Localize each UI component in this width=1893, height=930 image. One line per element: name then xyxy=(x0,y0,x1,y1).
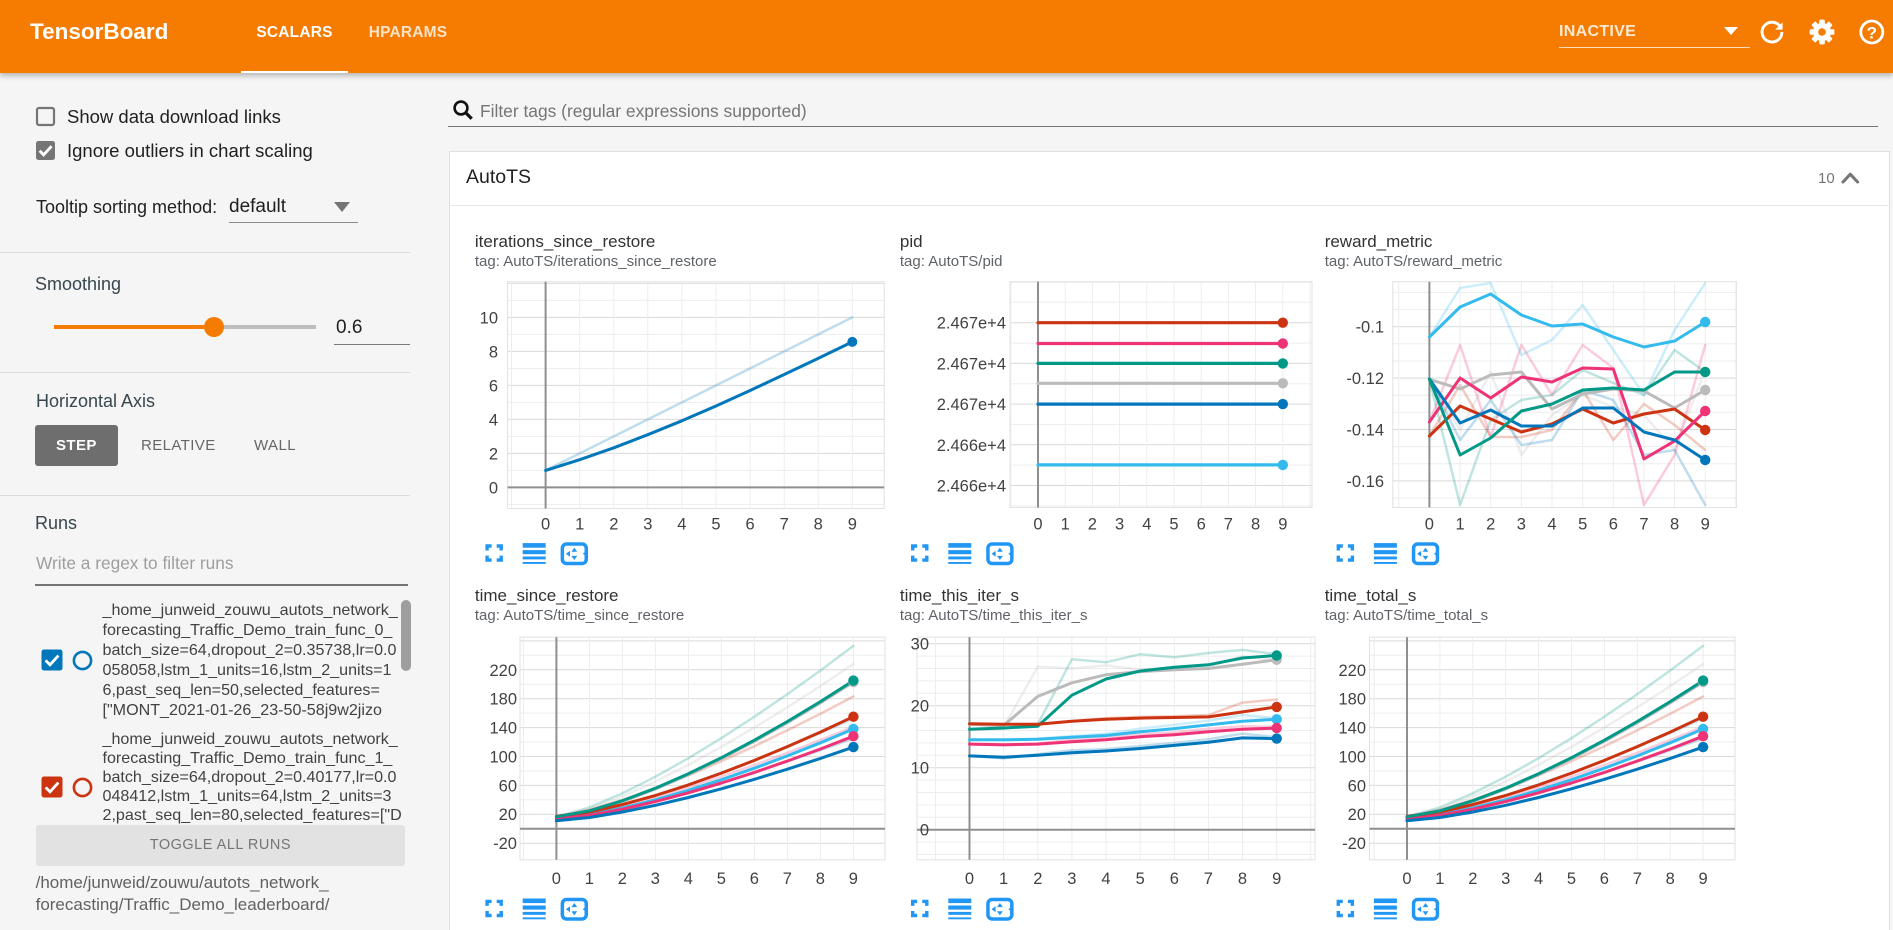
svg-text:2.467e+4: 2.467e+4 xyxy=(937,355,1006,373)
svg-text:220: 220 xyxy=(489,662,517,680)
svg-text:6: 6 xyxy=(750,870,759,888)
svg-text:9: 9 xyxy=(1701,516,1710,534)
svg-text:9: 9 xyxy=(1278,516,1287,534)
svg-text:20: 20 xyxy=(499,806,517,824)
svg-text:2.467e+4: 2.467e+4 xyxy=(937,396,1006,414)
svg-text:2.466e+4: 2.466e+4 xyxy=(937,478,1006,496)
svg-text:140: 140 xyxy=(489,720,517,738)
svg-text:0: 0 xyxy=(965,870,974,888)
svg-text:7: 7 xyxy=(780,516,789,534)
svg-text:4: 4 xyxy=(677,516,686,534)
svg-text:7: 7 xyxy=(1224,516,1233,534)
svg-text:3: 3 xyxy=(651,870,660,888)
svg-text:5: 5 xyxy=(717,870,726,888)
svg-text:220: 220 xyxy=(1338,662,1366,680)
svg-text:4: 4 xyxy=(1547,516,1556,534)
svg-text:2.467e+4: 2.467e+4 xyxy=(937,315,1006,333)
svg-text:0: 0 xyxy=(552,870,561,888)
svg-text:20: 20 xyxy=(1348,806,1366,824)
svg-text:-20: -20 xyxy=(493,835,517,853)
svg-text:6: 6 xyxy=(1197,516,1206,534)
svg-text:8: 8 xyxy=(1251,516,1260,534)
svg-text:100: 100 xyxy=(489,749,517,767)
svg-text:20: 20 xyxy=(911,698,929,716)
svg-text:180: 180 xyxy=(1338,691,1366,709)
svg-text:9: 9 xyxy=(1272,870,1281,888)
svg-text:6: 6 xyxy=(489,377,498,395)
svg-text:1: 1 xyxy=(1435,870,1444,888)
svg-text:2: 2 xyxy=(618,870,627,888)
svg-text:100: 100 xyxy=(1338,749,1366,767)
svg-text:2: 2 xyxy=(1468,870,1477,888)
svg-text:4: 4 xyxy=(1101,870,1110,888)
svg-text:5: 5 xyxy=(1578,516,1587,534)
svg-text:2.466e+4: 2.466e+4 xyxy=(937,437,1006,455)
svg-text:3: 3 xyxy=(1067,870,1076,888)
svg-text:60: 60 xyxy=(1348,777,1366,795)
svg-text:9: 9 xyxy=(849,870,858,888)
svg-text:9: 9 xyxy=(848,516,857,534)
svg-text:1: 1 xyxy=(1061,516,1070,534)
svg-text:1: 1 xyxy=(585,870,594,888)
svg-text:2: 2 xyxy=(1088,516,1097,534)
svg-text:60: 60 xyxy=(499,777,517,795)
svg-text:10: 10 xyxy=(480,309,498,327)
svg-text:2: 2 xyxy=(609,516,618,534)
svg-text:6: 6 xyxy=(1609,516,1618,534)
svg-text:4: 4 xyxy=(489,411,498,429)
svg-text:2: 2 xyxy=(1486,516,1495,534)
svg-text:8: 8 xyxy=(489,343,498,361)
svg-text:-0.14: -0.14 xyxy=(1346,422,1384,440)
svg-text:8: 8 xyxy=(1670,516,1679,534)
svg-text:5: 5 xyxy=(1136,870,1145,888)
svg-text:8: 8 xyxy=(1666,870,1675,888)
svg-text:7: 7 xyxy=(783,870,792,888)
svg-text:4: 4 xyxy=(684,870,693,888)
svg-text:140: 140 xyxy=(1338,720,1366,738)
svg-text:8: 8 xyxy=(814,516,823,534)
svg-text:0: 0 xyxy=(920,822,929,840)
svg-text:0: 0 xyxy=(541,516,550,534)
svg-text:3: 3 xyxy=(1501,870,1510,888)
svg-text:7: 7 xyxy=(1633,870,1642,888)
svg-text:1: 1 xyxy=(999,870,1008,888)
svg-text:0: 0 xyxy=(489,479,498,497)
svg-text:-20: -20 xyxy=(1342,835,1366,853)
svg-text:5: 5 xyxy=(1169,516,1178,534)
svg-text:30: 30 xyxy=(911,636,929,654)
svg-text:7: 7 xyxy=(1204,870,1213,888)
svg-text:-0.12: -0.12 xyxy=(1346,370,1384,388)
svg-text:4: 4 xyxy=(1142,516,1151,534)
svg-text:5: 5 xyxy=(711,516,720,534)
svg-text:2: 2 xyxy=(1033,870,1042,888)
svg-text:4: 4 xyxy=(1534,870,1543,888)
svg-text:5: 5 xyxy=(1567,870,1576,888)
svg-text:?: ? xyxy=(1867,24,1877,43)
svg-text:6: 6 xyxy=(1600,870,1609,888)
svg-text:3: 3 xyxy=(1517,516,1526,534)
svg-text:3: 3 xyxy=(1115,516,1124,534)
svg-text:-0.16: -0.16 xyxy=(1346,473,1384,491)
svg-text:6: 6 xyxy=(1170,870,1179,888)
svg-text:9: 9 xyxy=(1699,870,1708,888)
svg-text:1: 1 xyxy=(575,516,584,534)
svg-text:6: 6 xyxy=(746,516,755,534)
svg-text:8: 8 xyxy=(1238,870,1247,888)
svg-text:180: 180 xyxy=(489,691,517,709)
svg-text:-0.1: -0.1 xyxy=(1356,319,1384,337)
svg-text:10: 10 xyxy=(911,760,929,778)
svg-text:2: 2 xyxy=(489,445,498,463)
svg-text:3: 3 xyxy=(643,516,652,534)
svg-text:0: 0 xyxy=(1033,516,1042,534)
svg-text:0: 0 xyxy=(1402,870,1411,888)
svg-text:1: 1 xyxy=(1456,516,1465,534)
svg-text:8: 8 xyxy=(816,870,825,888)
svg-text:7: 7 xyxy=(1639,516,1648,534)
svg-text:0: 0 xyxy=(1425,516,1434,534)
